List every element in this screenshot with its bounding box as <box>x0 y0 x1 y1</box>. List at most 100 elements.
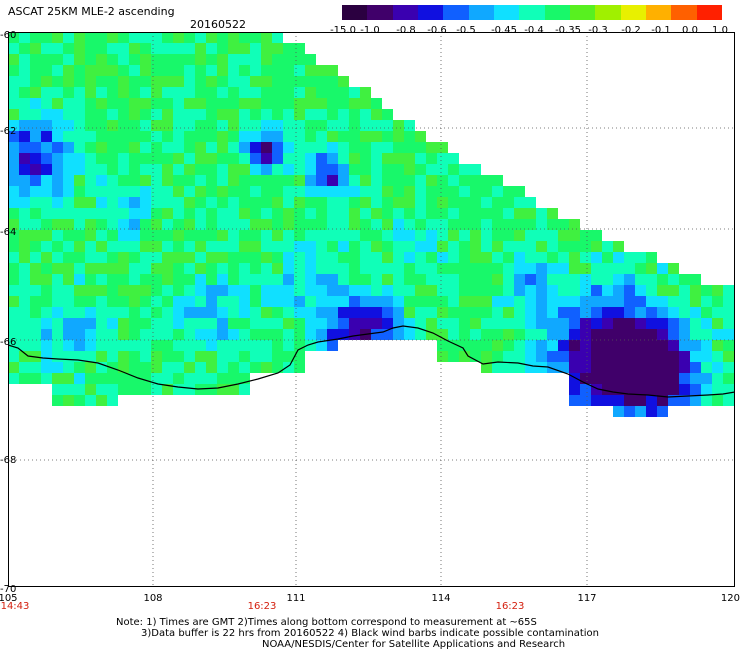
field-cell <box>602 395 613 406</box>
field-cell <box>305 285 316 296</box>
field-cell <box>327 65 338 76</box>
field-cell <box>492 318 503 329</box>
field-cell <box>283 164 294 175</box>
field-cell <box>96 373 107 384</box>
field-cell <box>437 318 448 329</box>
field-cell <box>195 87 206 98</box>
field-cell <box>107 329 118 340</box>
field-cell <box>613 296 624 307</box>
field-cell <box>349 153 360 164</box>
field-cell <box>30 142 41 153</box>
field-cell <box>19 219 30 230</box>
field-cell <box>217 274 228 285</box>
field-cell <box>184 241 195 252</box>
field-cell <box>657 296 668 307</box>
field-cell <box>503 351 514 362</box>
field-cell <box>140 131 151 142</box>
field-cell <box>30 120 41 131</box>
field-cell <box>294 197 305 208</box>
field-cell <box>481 351 492 362</box>
field-cell <box>195 120 206 131</box>
field-cell <box>195 274 206 285</box>
field-cell <box>63 384 74 395</box>
field-cell <box>85 186 96 197</box>
field-cell <box>85 230 96 241</box>
field-cell <box>184 76 195 87</box>
field-cell <box>107 186 118 197</box>
field-cell <box>426 197 437 208</box>
field-cell <box>140 219 151 230</box>
field-cell <box>184 208 195 219</box>
field-cell <box>294 98 305 109</box>
field-cell <box>250 219 261 230</box>
field-cell <box>206 98 217 109</box>
field-cell <box>536 208 547 219</box>
field-cell <box>613 318 624 329</box>
field-cell <box>151 65 162 76</box>
field-cell <box>195 307 206 318</box>
field-cell <box>140 307 151 318</box>
field-cell <box>217 153 228 164</box>
field-cell <box>327 296 338 307</box>
field-cell <box>118 241 129 252</box>
field-cell <box>85 76 96 87</box>
field-cell <box>63 153 74 164</box>
field-cell <box>294 186 305 197</box>
field-cell <box>371 164 382 175</box>
field-cell <box>426 153 437 164</box>
coastline <box>8 325 735 398</box>
field-cell <box>283 340 294 351</box>
field-cell <box>272 351 283 362</box>
field-cell <box>8 98 19 109</box>
field-cell <box>41 219 52 230</box>
field-cell <box>690 384 701 395</box>
field-cell <box>8 329 19 340</box>
field-cell <box>140 241 151 252</box>
field-cell <box>591 395 602 406</box>
field-cell <box>283 252 294 263</box>
field-cell <box>129 241 140 252</box>
field-cell <box>217 164 228 175</box>
field-cell <box>129 76 140 87</box>
field-cell <box>151 241 162 252</box>
field-cell <box>327 76 338 87</box>
field-cell <box>85 197 96 208</box>
field-cell <box>129 318 140 329</box>
field-cell <box>8 219 19 230</box>
field-cell <box>349 120 360 131</box>
field-cell <box>19 307 30 318</box>
field-cell <box>52 318 63 329</box>
colorbar-segment <box>468 5 495 20</box>
field-cell <box>503 274 514 285</box>
field-cell <box>206 362 217 373</box>
map-frame <box>8 32 735 587</box>
field-cell <box>415 164 426 175</box>
field-cell <box>217 219 228 230</box>
field-cell <box>63 263 74 274</box>
field-cell <box>217 32 228 43</box>
field-cell <box>162 142 173 153</box>
field-cell <box>613 373 624 384</box>
field-cell <box>668 362 679 373</box>
field-cell <box>690 318 701 329</box>
field-cell <box>151 142 162 153</box>
field-cell <box>349 219 360 230</box>
field-cell <box>140 373 151 384</box>
field-cell <box>327 307 338 318</box>
field-cell <box>393 285 404 296</box>
field-cell <box>404 120 415 131</box>
field-cell <box>492 340 503 351</box>
field-cell <box>437 274 448 285</box>
field-cell <box>107 340 118 351</box>
field-cell <box>118 340 129 351</box>
field-cell <box>228 362 239 373</box>
field-cell <box>459 186 470 197</box>
field-cell <box>437 186 448 197</box>
field-cell <box>547 263 558 274</box>
field-cell <box>19 87 30 98</box>
field-cell <box>481 208 492 219</box>
field-cell <box>404 274 415 285</box>
field-cell <box>206 164 217 175</box>
field-cell <box>294 120 305 131</box>
field-cell <box>393 329 404 340</box>
